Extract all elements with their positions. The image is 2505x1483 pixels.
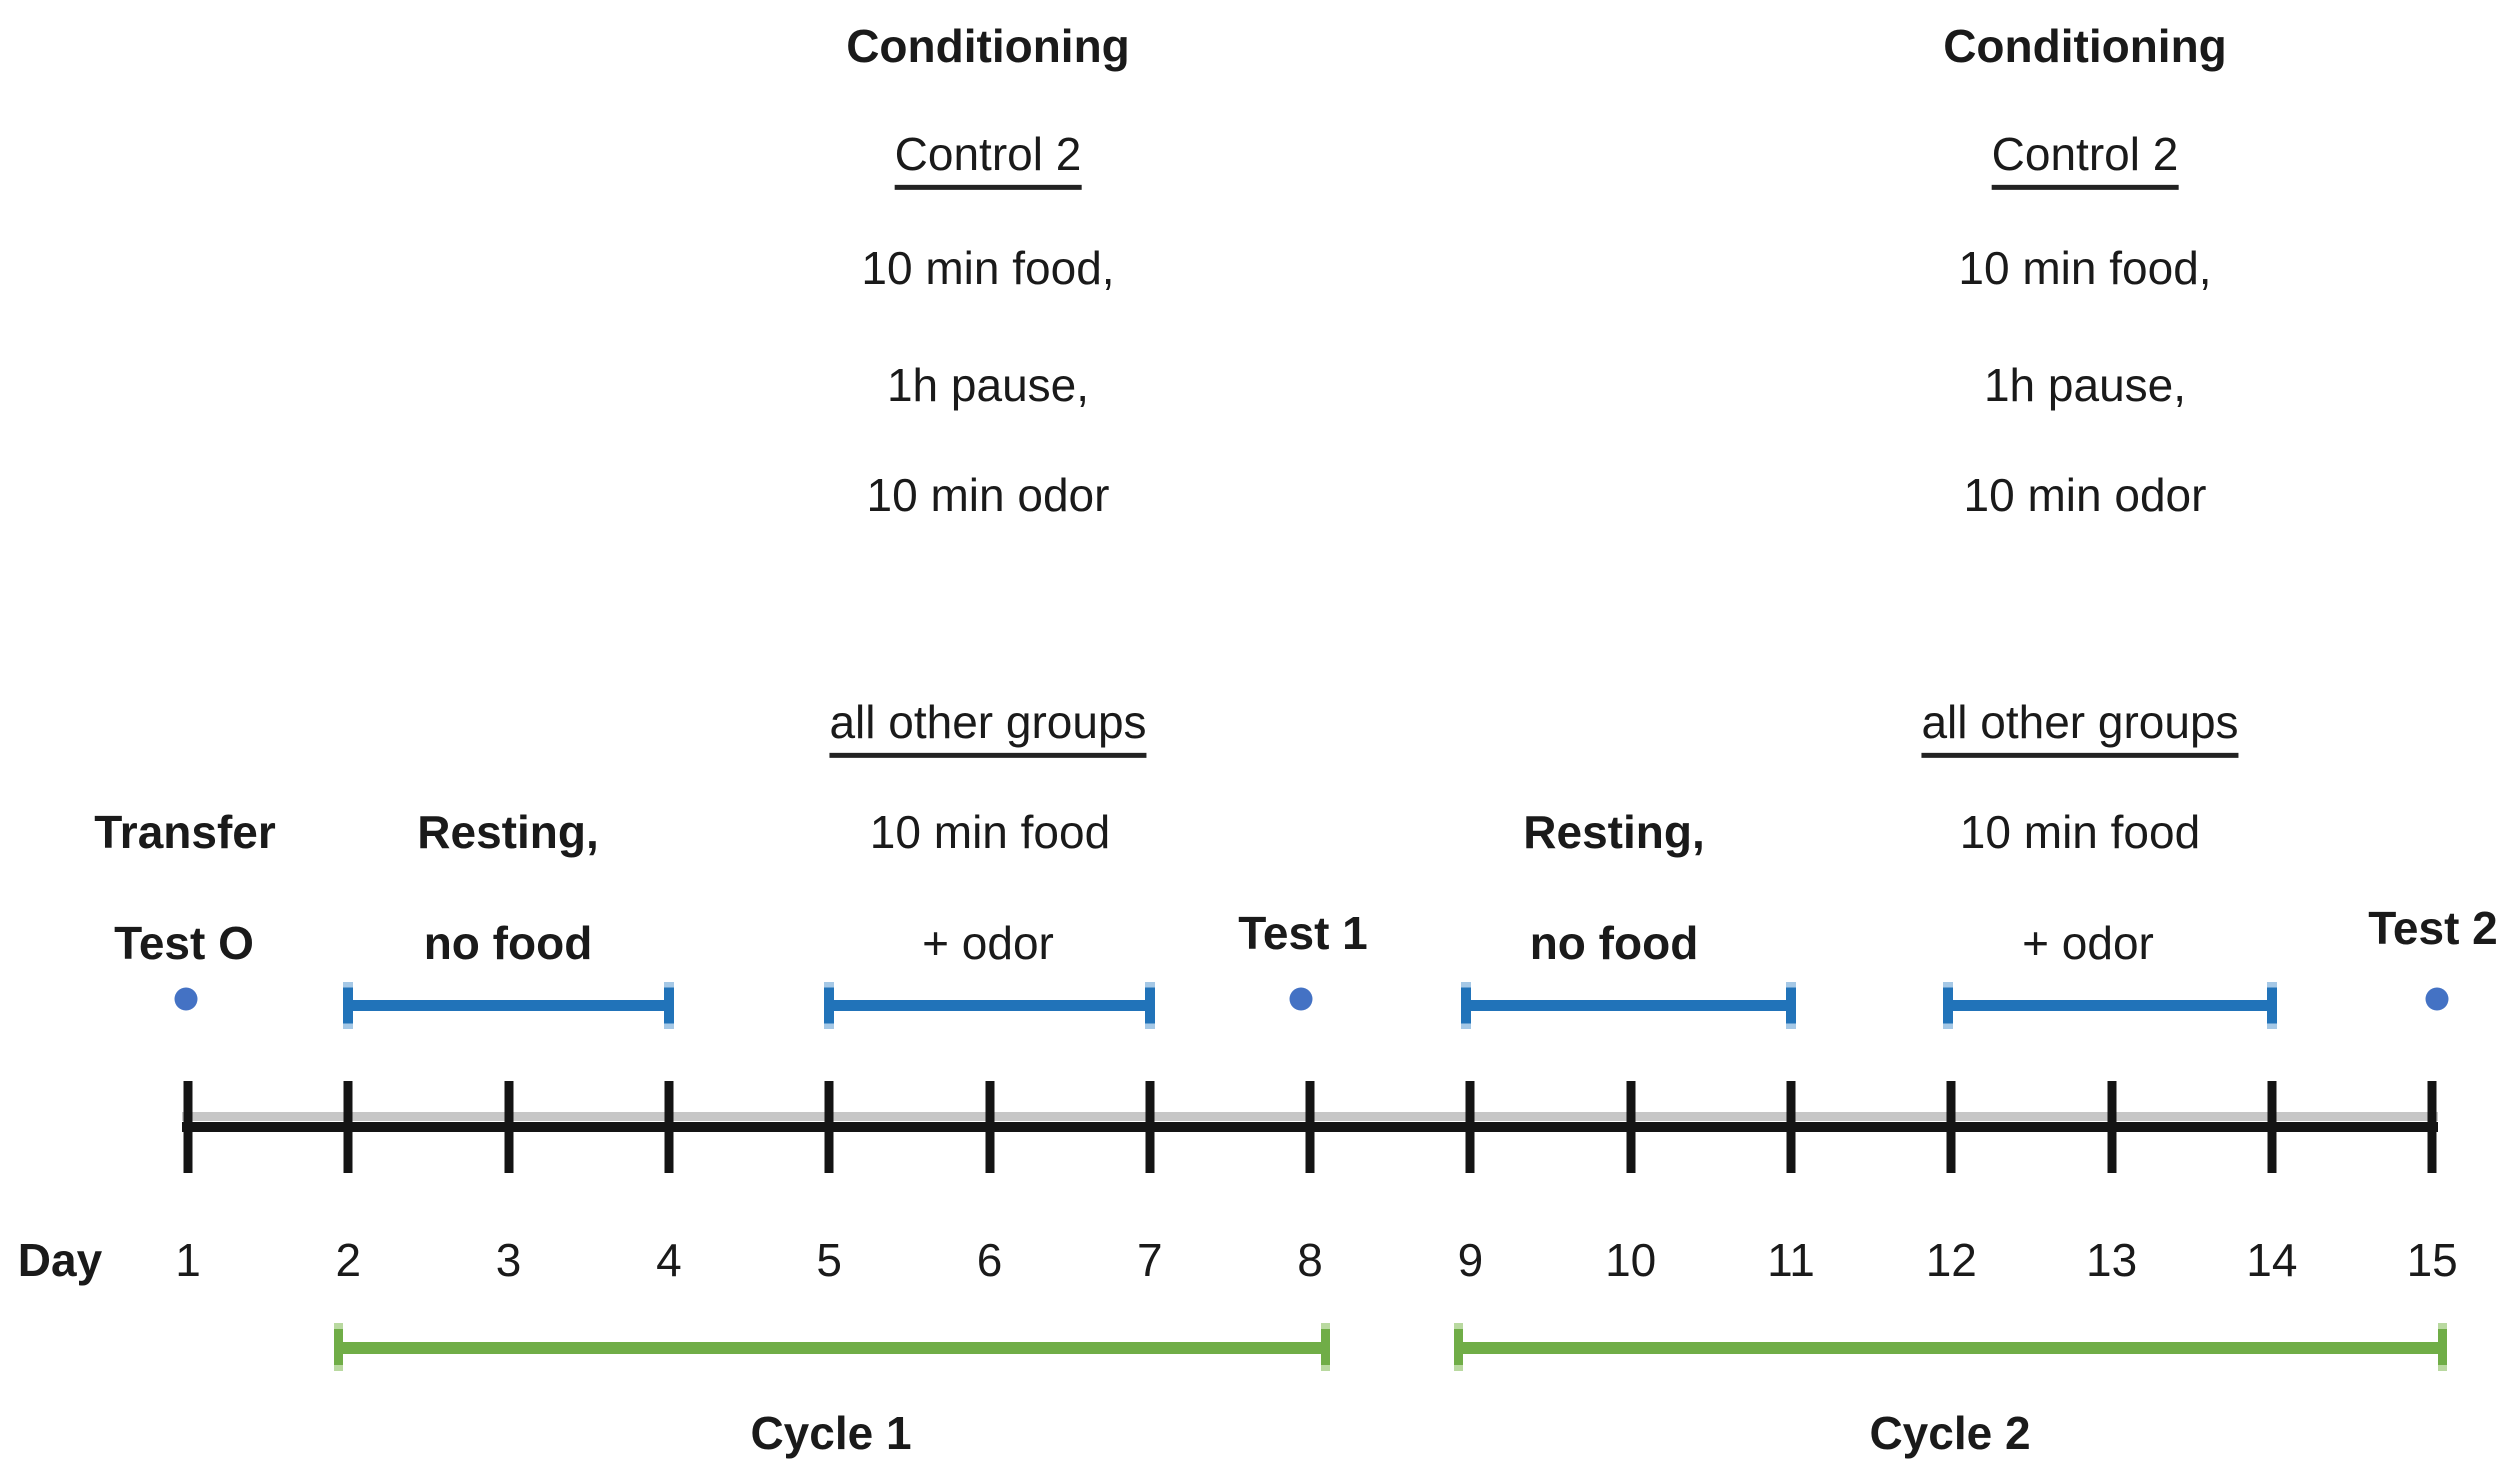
ten-min-food-label-2: 10 min food: [1959, 805, 2201, 858]
food-plus-odor-bracket-1-right-cap: [1145, 982, 1155, 1029]
day-number-5: 5: [816, 1233, 842, 1286]
day-tick-6: [985, 1081, 994, 1173]
no-food-label-1: no food: [423, 916, 593, 969]
cycle-1-bracket: [338, 1342, 1325, 1354]
day-tick-2: [343, 1081, 353, 1173]
cycle-2-bracket: [1458, 1342, 2442, 1354]
resting-label-2: Resting,: [1523, 805, 1705, 858]
cond-food-line: 10 min food,: [861, 241, 1115, 294]
day-number-2: 2: [335, 1233, 362, 1286]
resting-no-food-bracket-2-left-cap: [1461, 982, 1471, 1029]
test-0-dot: [174, 987, 198, 1011]
transfer-label: Transfer: [94, 805, 276, 858]
cond-odor-line: 10 min odor: [1963, 468, 2207, 521]
plus-odor-label-1: + odor: [922, 916, 1054, 969]
day-tick-12: [1946, 1081, 1956, 1173]
day-number-10: 10: [1605, 1233, 1657, 1286]
day-tick-7: [1145, 1081, 1155, 1173]
day-tick-15: [2427, 1081, 2437, 1173]
all-other-groups-label-1: all other groups: [829, 698, 1147, 759]
test-2-label: Test 2: [2368, 901, 2498, 954]
cycle-2-bracket-label: Cycle 2: [1869, 1406, 2031, 1459]
resting-no-food-bracket-1-left-cap: [343, 982, 353, 1029]
day-tick-14: [2267, 1081, 2277, 1173]
day-tick-8: [1305, 1081, 1315, 1173]
no-food-label-2: no food: [1529, 916, 1699, 969]
resting-no-food-bracket-2-right-cap: [1786, 982, 1796, 1029]
ten-min-food-label-1: 10 min food: [869, 805, 1111, 858]
day-number-4: 4: [656, 1233, 682, 1286]
food-plus-odor-bracket-2: [1948, 1000, 2272, 1011]
day-tick-5: [824, 1081, 834, 1173]
day-number-9: 9: [1457, 1233, 1484, 1286]
cond-odor-line: 10 min odor: [866, 468, 1110, 521]
food-plus-odor-bracket-1: [829, 1000, 1150, 1011]
resting-no-food-bracket-1: [348, 1000, 669, 1011]
day-number-1: 1: [175, 1233, 201, 1286]
cycle-1-bracket-left-cap: [334, 1323, 343, 1371]
day-number-3: 3: [495, 1233, 522, 1286]
resting-no-food-bracket-1-right-cap: [664, 982, 674, 1029]
cycle-1-bracket-label: Cycle 1: [750, 1406, 912, 1459]
test-0-label: Test O: [114, 916, 254, 969]
food-plus-odor-bracket-2-left-cap: [1943, 982, 1953, 1029]
conditioning-title: Conditioning: [846, 19, 1130, 72]
resting-label-1: Resting,: [417, 805, 599, 858]
food-plus-odor-bracket-1-left-cap: [824, 982, 834, 1029]
day-number-8: 8: [1297, 1233, 1323, 1286]
all-other-groups-label-2: all other groups: [1921, 698, 2239, 759]
day-number-12: 12: [1925, 1233, 1977, 1286]
cycle-1-bracket-right-cap: [1321, 1323, 1330, 1371]
day-number-15: 15: [2406, 1233, 2458, 1286]
conditioning-title: Conditioning: [1943, 19, 2227, 72]
day-number-7: 7: [1137, 1233, 1163, 1286]
test-1-label: Test 1: [1238, 906, 1368, 959]
cond-pause-line: 1h pause,: [1983, 358, 2187, 411]
day-tick-3: [504, 1081, 514, 1173]
day-number-11: 11: [1767, 1233, 1815, 1286]
control-2-label: Control 2: [894, 130, 1082, 191]
day-tick-1: [183, 1081, 193, 1173]
resting-no-food-bracket-2: [1466, 1000, 1791, 1011]
day-tick-4: [664, 1081, 674, 1173]
cond-pause-line: 1h pause,: [886, 358, 1090, 411]
day-tick-11: [1786, 1081, 1796, 1173]
day-tick-9: [1465, 1081, 1475, 1173]
test-1-dot: [1289, 987, 1313, 1011]
cond-food-line: 10 min food,: [1958, 241, 2212, 294]
day-tick-13: [2107, 1081, 2117, 1173]
day-tick-10: [1626, 1081, 1636, 1173]
plus-odor-label-2: + odor: [2022, 916, 2154, 969]
day-number-14: 14: [2246, 1233, 2298, 1286]
cycle-2-bracket-left-cap: [1454, 1323, 1463, 1371]
food-plus-odor-bracket-2-right-cap: [2267, 982, 2277, 1029]
test-2-dot: [2425, 987, 2449, 1011]
control-2-label: Control 2: [1991, 130, 2179, 191]
day-number-6: 6: [976, 1233, 1003, 1286]
day-axis-label: Day: [17, 1233, 103, 1286]
day-number-13: 13: [2086, 1233, 2138, 1286]
cycle-2-bracket-right-cap: [2438, 1323, 2447, 1371]
